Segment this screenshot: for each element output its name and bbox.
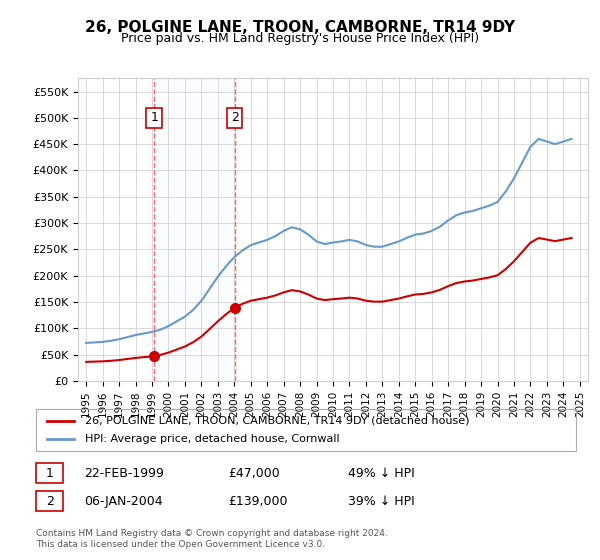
Text: 1: 1	[150, 111, 158, 124]
Bar	[149, 78, 235, 381]
Text: £47,000: £47,000	[228, 466, 280, 480]
Text: 26, POLGINE LANE, TROON, CAMBORNE, TR14 9DY: 26, POLGINE LANE, TROON, CAMBORNE, TR14 …	[85, 20, 515, 35]
Text: HPI: Average price, detached house, Cornwall: HPI: Average price, detached house, Corn…	[85, 434, 339, 444]
Text: 2: 2	[230, 111, 239, 124]
Text: 2: 2	[46, 494, 54, 508]
Text: 26, POLGINE LANE, TROON, CAMBORNE, TR14 9DY (detached house): 26, POLGINE LANE, TROON, CAMBORNE, TR14 …	[85, 416, 469, 426]
Text: 39% ↓ HPI: 39% ↓ HPI	[348, 494, 415, 508]
Text: 49% ↓ HPI: 49% ↓ HPI	[348, 466, 415, 480]
Text: 1: 1	[46, 466, 54, 480]
Text: 22-FEB-1999: 22-FEB-1999	[84, 466, 164, 480]
Text: £139,000: £139,000	[228, 494, 287, 508]
Text: Contains HM Land Registry data © Crown copyright and database right 2024.
This d: Contains HM Land Registry data © Crown c…	[36, 529, 388, 549]
Text: 06-JAN-2004: 06-JAN-2004	[84, 494, 163, 508]
Text: Price paid vs. HM Land Registry's House Price Index (HPI): Price paid vs. HM Land Registry's House …	[121, 32, 479, 45]
